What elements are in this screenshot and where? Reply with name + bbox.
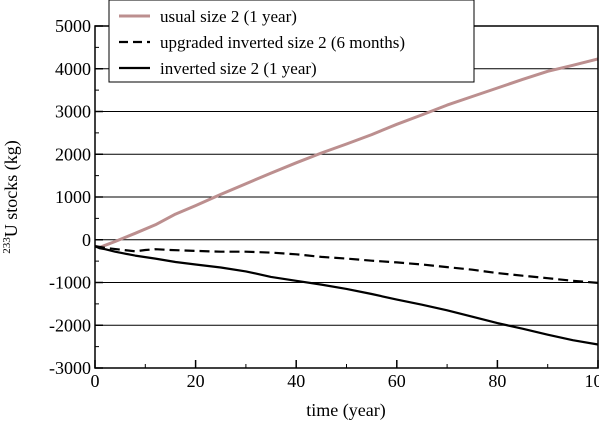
y-tick-label: 4000 — [55, 59, 91, 79]
x-tick-label: 100 — [585, 371, 599, 391]
y-axis-title-superscript: 233 — [1, 237, 13, 254]
y-tick-label: 0 — [82, 230, 91, 250]
x-tick-label: 0 — [91, 371, 100, 391]
y-tick-label: 3000 — [55, 102, 91, 122]
series-line-1 — [94, 57, 599, 249]
x-tick-label: 80 — [488, 371, 506, 391]
y-tick-label: -1000 — [49, 273, 91, 293]
y-tick-labels: -3000 -2000 -1000 0 1000 2000 3000 4000 5000 — [49, 16, 91, 378]
legend: usual size 2 (1 year) upgraded inverted s… — [108, 0, 475, 83]
y-tick-label: 1000 — [55, 187, 91, 207]
y-axis-title-text: U stocks (kg) — [1, 140, 22, 237]
series-lines — [94, 57, 599, 346]
y-tick-label: -2000 — [49, 315, 91, 335]
x-axis-title: time (year) — [306, 400, 385, 421]
x-tick-label: 60 — [388, 371, 406, 391]
grid-lines — [95, 68, 598, 326]
legend-label-2: upgraded inverted size 2 (6 months) — [160, 33, 405, 52]
y-tick-label: -3000 — [49, 358, 91, 378]
y-axis-title: 233U stocks (kg) — [1, 140, 22, 254]
legend-label-1: usual size 2 (1 year) — [160, 7, 297, 26]
axis-ticks — [94, 25, 599, 369]
y-tick-label: 2000 — [55, 144, 91, 164]
series-line-2 — [94, 245, 599, 284]
legend-box — [108, 0, 475, 83]
series-line-3 — [94, 245, 599, 346]
x-tick-label: 40 — [287, 371, 305, 391]
x-tick-labels: 0 20 40 60 80 100 — [91, 371, 599, 391]
legend-label-3: inverted size 2 (1 year) — [160, 59, 317, 78]
x-tick-label: 20 — [187, 371, 205, 391]
y-tick-label: 5000 — [55, 16, 91, 36]
